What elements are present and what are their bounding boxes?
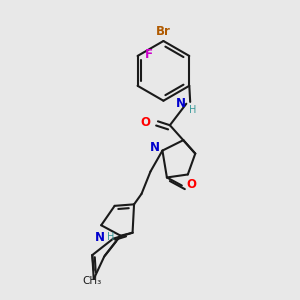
Text: N: N bbox=[95, 231, 105, 244]
Text: Br: Br bbox=[156, 25, 171, 38]
Text: O: O bbox=[140, 116, 151, 129]
Text: CH₃: CH₃ bbox=[82, 276, 102, 286]
Text: H: H bbox=[189, 105, 197, 115]
Text: H: H bbox=[107, 232, 115, 242]
Text: N: N bbox=[149, 141, 159, 154]
Text: F: F bbox=[145, 48, 153, 61]
Text: N: N bbox=[176, 97, 186, 110]
Text: O: O bbox=[186, 178, 196, 191]
